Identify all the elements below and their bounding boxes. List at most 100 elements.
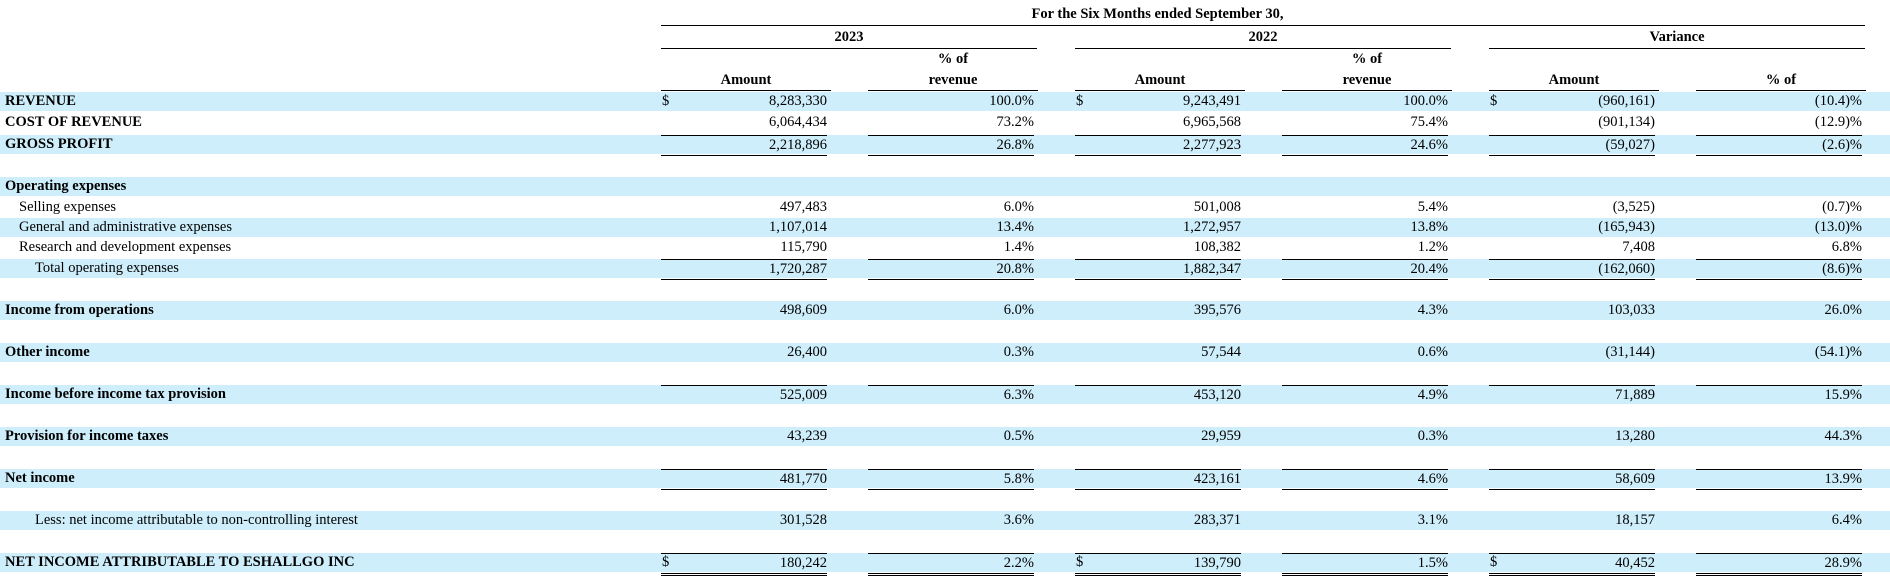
row-label: Provision for income taxes: [5, 428, 169, 444]
cell-amount-2023: [661, 177, 827, 196]
cell-pct-variance: [1696, 177, 1862, 196]
cell-pct-2023: 73.2%: [996, 114, 1034, 130]
cell-amount-2023: 497,483: [779, 199, 827, 215]
cell-amount-2022: 501,008: [1193, 199, 1241, 215]
cell-pct-2022: 4.3%: [1417, 302, 1448, 318]
subheader-rule-pct-2023: [868, 90, 1038, 91]
cell-amount-2022: 57,544: [1201, 344, 1241, 360]
cell-amount-2023: 43,239: [787, 428, 827, 444]
row-label: Net income: [5, 470, 75, 486]
row-label: Research and development expenses: [19, 239, 232, 255]
row-label: Less: net income attributable to non-con…: [35, 512, 358, 528]
cell-pct-2022: 13.8%: [1410, 219, 1448, 235]
cell-pct-2023: 3.6%: [1003, 512, 1034, 528]
cell-amount-2023: 498,609: [779, 302, 827, 318]
cell-pct-variance: 6.4%: [1831, 512, 1862, 528]
row-label: General and administrative expenses: [19, 219, 232, 235]
period-title-rule: [661, 25, 1865, 26]
cell-pct-2022: 3.1%: [1417, 512, 1448, 528]
cell-pct-2023: 6.0%: [1003, 199, 1034, 215]
table-row: Income before income tax provision 525,00…: [0, 385, 1890, 404]
table-row: GROSS PROFIT 2,218,896 26.8% 2,277,923 24.6%…: [0, 135, 1890, 156]
cell-amount-2022: 283,371: [1193, 512, 1241, 528]
currency-symbol: $: [1076, 93, 1084, 109]
cell-pct-2022: 4.6%: [1282, 469, 1448, 490]
cell-pct-variance: 28.9%: [1696, 553, 1862, 576]
cell-pct-2023: 20.8%: [868, 259, 1034, 280]
cell-pct-variance: (8.6)%: [1696, 259, 1862, 280]
pct-header-2023-line2: revenue: [928, 72, 978, 88]
cell-pct-2022: 100.0%: [1403, 93, 1448, 109]
cell-amount-2023: 2,218,896: [661, 135, 827, 156]
row-label: Income before income tax provision: [5, 386, 226, 402]
currency-symbol: $: [662, 554, 670, 570]
row-label: NET INCOME ATTRIBUTABLE TO ESHALLGO INC: [5, 554, 355, 570]
cell-amount-2023: 180,242: [661, 553, 827, 576]
cell-amount-2022: 1,272,957: [1183, 219, 1241, 235]
cell-amount-variance: (59,027): [1489, 135, 1655, 156]
cell-amount-2022: [1075, 177, 1241, 196]
row-label: COST OF REVENUE: [5, 114, 142, 130]
cell-pct-variance: 26.0%: [1824, 302, 1862, 318]
cell-amount-2022: 9,243,491: [1183, 93, 1241, 109]
cell-amount-variance: 7,408: [1622, 239, 1655, 255]
group-header-2023: 2023: [834, 29, 864, 45]
cell-amount-variance: 40,452: [1489, 553, 1655, 576]
cell-pct-2022: 20.4%: [1282, 259, 1448, 280]
pct-header-variance: % of: [1765, 72, 1797, 88]
table-row: General and administrative expenses 1,107…: [0, 218, 1890, 237]
cell-amount-variance: 13,280: [1615, 428, 1655, 444]
amount-header-2022: Amount: [1134, 72, 1186, 88]
table-row: NET INCOME ATTRIBUTABLE TO ESHALLGO INC 1…: [0, 553, 1890, 576]
cell-amount-2022: 453,120: [1075, 385, 1241, 405]
table-row: Research and development expenses 115,790…: [0, 238, 1890, 257]
group-rule-2023: [661, 48, 1037, 49]
table-row: COST OF REVENUE 6,064,434 73.2% 6,965,568 75…: [0, 113, 1890, 132]
table-row: Operating expenses: [0, 177, 1890, 196]
cell-pct-2023: 6.3%: [868, 385, 1034, 405]
cell-amount-2022: 108,382: [1193, 239, 1241, 255]
row-label: GROSS PROFIT: [5, 136, 113, 152]
cell-pct-2023: 2.2%: [868, 553, 1034, 576]
cell-pct-variance: (10.4)%: [1814, 93, 1862, 109]
cell-pct-2022: 1.2%: [1417, 239, 1448, 255]
cell-amount-2023: 26,400: [787, 344, 827, 360]
currency-symbol: $: [1076, 554, 1084, 570]
cell-amount-2023: 525,009: [661, 385, 827, 405]
cell-pct-2023: 100.0%: [989, 93, 1034, 109]
cell-amount-2022: 139,790: [1075, 553, 1241, 576]
cell-pct-variance: (13.0)%: [1814, 219, 1862, 235]
cell-amount-variance: (901,134): [1598, 114, 1655, 130]
group-header-2022: 2022: [1248, 29, 1278, 45]
period-title: For the Six Months ended September 30,: [1031, 6, 1284, 22]
cell-pct-2023: 5.8%: [868, 469, 1034, 490]
cell-pct-2023: 0.5%: [1003, 428, 1034, 444]
subheader-rule-amount-variance: [1489, 90, 1659, 91]
cell-amount-2022: 6,965,568: [1183, 114, 1241, 130]
cell-amount-variance: (3,525): [1612, 199, 1655, 215]
cell-pct-2023: 26.8%: [868, 135, 1034, 156]
row-label: Total operating expenses: [35, 260, 179, 276]
row-label: Other income: [5, 344, 90, 360]
cell-pct-2022: 5.4%: [1417, 199, 1448, 215]
cell-amount-variance: 103,033: [1607, 302, 1655, 318]
table-row: Provision for income taxes 43,239 0.5% 29,9…: [0, 427, 1890, 446]
group-header-variance: Variance: [1649, 29, 1705, 45]
cell-amount-variance: 71,889: [1489, 385, 1655, 405]
cell-pct-variance: (2.6)%: [1696, 135, 1862, 156]
pct-header-2022-line1: % of: [1351, 51, 1383, 67]
table-row: REVENUE 8,283,330 100.0% 9,243,491 100.0% (96…: [0, 92, 1890, 111]
cell-pct-variance: 13.9%: [1696, 469, 1862, 490]
subheader-rule-amount-2023: [661, 90, 831, 91]
currency-symbol: $: [1490, 554, 1498, 570]
cell-amount-2023: 1,720,287: [661, 259, 827, 280]
cell-amount-2023: 8,283,330: [769, 93, 827, 109]
table-row: Total operating expenses 1,720,287 20.8% 1,…: [0, 259, 1890, 280]
cell-amount-2022: 29,959: [1201, 428, 1241, 444]
cell-amount-2022: 395,576: [1193, 302, 1241, 318]
cell-amount-variance: 18,157: [1615, 512, 1655, 528]
cell-amount-2022: 1,882,347: [1075, 259, 1241, 280]
cell-pct-2023: 0.3%: [1003, 344, 1034, 360]
cell-pct-2023: 13.4%: [996, 219, 1034, 235]
table-row: Other income 26,400 0.3% 57,544 0.6% (31,144)…: [0, 343, 1890, 362]
